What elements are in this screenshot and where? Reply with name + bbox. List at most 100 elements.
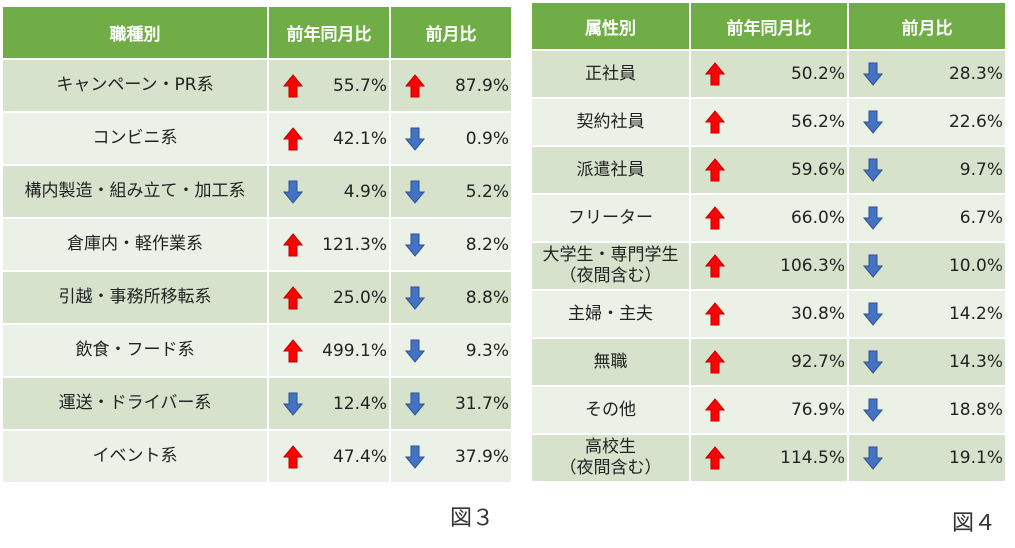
down-arrow-icon bbox=[862, 398, 885, 422]
row-label: 正社員 bbox=[585, 63, 636, 84]
table-row: 大学生・専門学生 （夜間含む） 106.3% 10.0% bbox=[532, 243, 1005, 289]
table-row: イベント系 47.4% 37.9% bbox=[3, 431, 511, 482]
down-arrow-icon bbox=[862, 254, 885, 278]
table-header-row: 属性別 前年同月比 前月比 bbox=[532, 3, 1005, 49]
mom-value: 9.3% bbox=[465, 340, 509, 361]
up-arrow-icon bbox=[282, 444, 305, 469]
yoy-value: 76.9% bbox=[790, 400, 845, 420]
row-label: 飲食・フード系 bbox=[75, 340, 195, 360]
row-label: フリーター bbox=[568, 207, 653, 228]
yoy-value: 12.4% bbox=[332, 393, 387, 414]
table-row: コンビニ系 42.1% 0.9% bbox=[3, 113, 511, 164]
header-category: 職種別 bbox=[3, 7, 267, 58]
yoy-value: 50.2% bbox=[790, 64, 845, 84]
table-row: 引越・事務所移転系 25.0% 8.8% bbox=[3, 272, 511, 323]
row-label: その他 bbox=[585, 399, 636, 420]
down-arrow-icon bbox=[404, 392, 427, 416]
down-arrow-icon bbox=[862, 350, 885, 374]
row-label-cell: 契約社員 bbox=[532, 99, 689, 145]
yoy-cell: 42.1% bbox=[269, 113, 389, 164]
down-arrow-icon bbox=[862, 110, 885, 134]
row-label-cell: 高校生 （夜間含む） bbox=[532, 435, 689, 481]
mom-cell: 8.2% bbox=[391, 219, 511, 270]
row-label-cell: イベント系 bbox=[3, 431, 267, 482]
up-arrow-icon bbox=[282, 126, 305, 151]
mom-value: 37.9% bbox=[454, 446, 509, 467]
mom-value: 9.7% bbox=[959, 160, 1003, 180]
down-arrow-icon bbox=[404, 339, 427, 363]
row-label: キャンペーン・PR系 bbox=[56, 75, 214, 95]
table-row: 構内製造・組み立て・加工系 4.9% 5.2% bbox=[3, 166, 511, 217]
header-attribute: 属性別 bbox=[532, 3, 689, 49]
table-row: 無職 92.7% 14.3% bbox=[532, 339, 1005, 385]
yoy-cell: 499.1% bbox=[269, 325, 389, 376]
header-yoy: 前年同月比 bbox=[269, 7, 389, 58]
mom-cell: 19.1% bbox=[849, 435, 1005, 481]
mom-value: 10.0% bbox=[948, 256, 1003, 276]
up-arrow-icon bbox=[282, 73, 305, 98]
figure4-caption: 図４ bbox=[952, 511, 997, 536]
table-row: 倉庫内・軽作業系 121.3% 8.2% bbox=[3, 219, 511, 270]
table-row: 高校生 （夜間含む） 114.5% 19.1% bbox=[532, 435, 1005, 481]
row-label-cell: 引越・事務所移転系 bbox=[3, 272, 267, 323]
yoy-value: 114.5% bbox=[780, 448, 845, 468]
mom-value: 19.1% bbox=[948, 448, 1003, 468]
yoy-value: 499.1% bbox=[322, 340, 387, 361]
yoy-cell: 121.3% bbox=[269, 219, 389, 270]
row-label: 高校生 bbox=[585, 437, 636, 457]
table-row: キャンペーン・PR系 55.7% 87.9% bbox=[3, 60, 511, 111]
mom-cell: 37.9% bbox=[391, 431, 511, 482]
row-label: 倉庫内・軽作業系 bbox=[67, 234, 203, 254]
down-arrow-icon bbox=[862, 206, 885, 230]
row-label: 大学生・専門学生 bbox=[542, 245, 679, 265]
table-row: フリーター 66.0% 6.7% bbox=[532, 195, 1005, 241]
table-row: 飲食・フード系 499.1% 9.3% bbox=[3, 325, 511, 376]
mom-cell: 14.3% bbox=[849, 339, 1005, 385]
mom-cell: 8.8% bbox=[391, 272, 511, 323]
mom-cell: 0.9% bbox=[391, 113, 511, 164]
mom-cell: 10.0% bbox=[849, 243, 1005, 289]
table-row: 契約社員 56.2% 22.6% bbox=[532, 99, 1005, 145]
mom-value: 22.6% bbox=[948, 112, 1003, 132]
yoy-value: 25.0% bbox=[332, 287, 387, 308]
row-label-cell: フリーター bbox=[532, 195, 689, 241]
up-arrow-icon bbox=[704, 254, 727, 278]
mom-value: 14.3% bbox=[948, 352, 1003, 372]
row-label: （夜間含む） bbox=[559, 266, 662, 286]
yoy-value: 59.6% bbox=[790, 160, 845, 180]
mom-value: 14.2% bbox=[948, 304, 1003, 324]
up-arrow-icon bbox=[704, 302, 727, 326]
yoy-value: 56.2% bbox=[790, 112, 845, 132]
mom-cell: 31.7% bbox=[391, 378, 511, 429]
table-row: その他 76.9% 18.8% bbox=[532, 387, 1005, 433]
yoy-cell: 76.9% bbox=[691, 387, 847, 433]
row-label-cell: 派遣社員 bbox=[532, 147, 689, 193]
row-label-cell: 正社員 bbox=[532, 51, 689, 97]
row-label: 構内製造・組み立て・加工系 bbox=[24, 181, 246, 201]
mom-cell: 87.9% bbox=[391, 60, 511, 111]
yoy-value: 92.7% bbox=[790, 352, 845, 372]
mom-cell: 28.3% bbox=[849, 51, 1005, 97]
down-arrow-icon bbox=[404, 286, 427, 310]
row-label: イベント系 bbox=[92, 446, 178, 466]
mom-value: 87.9% bbox=[454, 75, 509, 96]
header-mom: 前月比 bbox=[391, 7, 511, 58]
down-arrow-icon bbox=[282, 180, 305, 204]
down-arrow-icon bbox=[282, 392, 305, 416]
table-row: 正社員 50.2% 28.3% bbox=[532, 51, 1005, 97]
down-arrow-icon bbox=[404, 233, 427, 257]
up-arrow-icon bbox=[704, 398, 727, 422]
up-arrow-icon bbox=[282, 232, 305, 257]
yoy-cell: 4.9% bbox=[269, 166, 389, 217]
mom-value: 8.2% bbox=[465, 234, 509, 255]
yoy-cell: 55.7% bbox=[269, 60, 389, 111]
yoy-value: 106.3% bbox=[780, 256, 845, 276]
mom-value: 31.7% bbox=[454, 393, 509, 414]
yoy-cell: 47.4% bbox=[269, 431, 389, 482]
row-label-cell: 構内製造・組み立て・加工系 bbox=[3, 166, 267, 217]
row-label: 運送・ドライバー系 bbox=[58, 393, 212, 413]
table-row: 運送・ドライバー系 12.4% 31.7% bbox=[3, 378, 511, 429]
yoy-value: 66.0% bbox=[790, 208, 845, 228]
yoy-value: 4.9% bbox=[343, 181, 387, 202]
row-label-cell: キャンペーン・PR系 bbox=[3, 60, 267, 111]
